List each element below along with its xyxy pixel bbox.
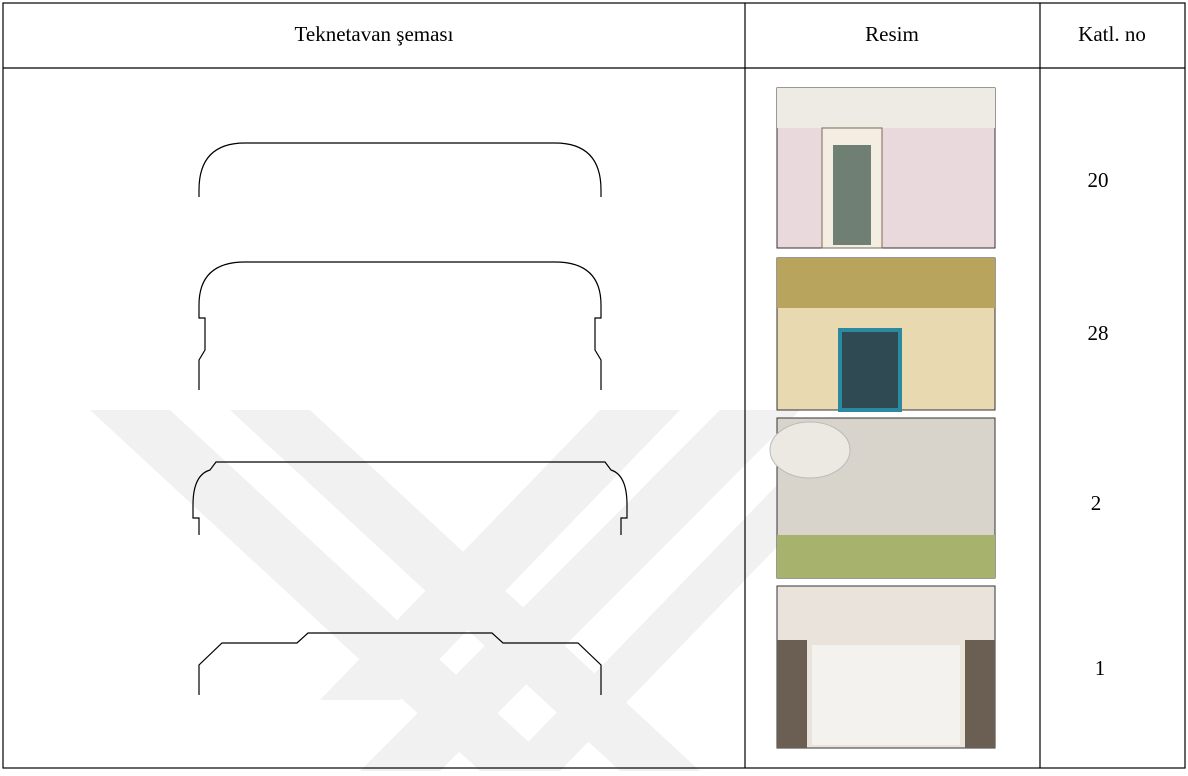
header-cell: Teknetavan şeması [295, 22, 454, 46]
header-cell: Katl. no [1078, 22, 1146, 46]
cell-text: 2 [1091, 491, 1102, 515]
profile-drawing [198, 261, 602, 390]
photo [776, 585, 996, 749]
profile-drawing [198, 142, 602, 197]
profile-drawing [198, 632, 602, 695]
header-cell: Resim [865, 22, 919, 46]
profile-drawing [192, 461, 628, 535]
cell-text: 1 [1095, 656, 1106, 680]
photo [776, 257, 996, 412]
photo [769, 417, 996, 579]
cell-text: 28 [1088, 321, 1109, 345]
photo [776, 87, 996, 249]
cell-text: 20 [1088, 168, 1109, 192]
